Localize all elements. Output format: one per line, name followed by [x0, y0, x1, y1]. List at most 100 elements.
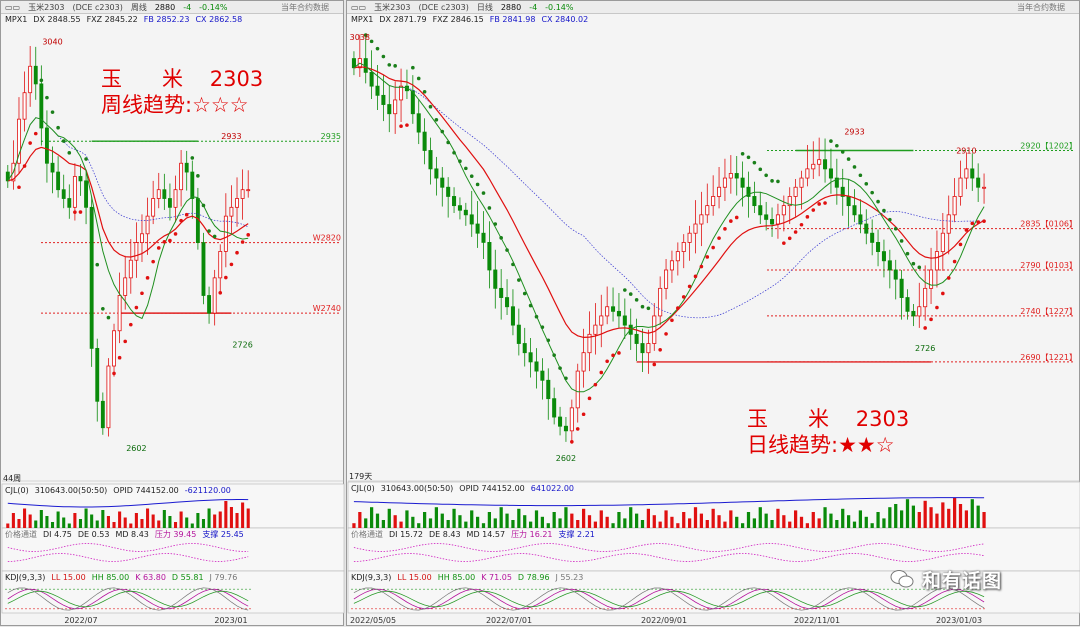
candle-body-32 — [540, 370, 545, 381]
sar-dot-11 — [67, 151, 72, 155]
candle-body-53 — [664, 269, 669, 289]
sar-dot-42 — [599, 370, 604, 375]
candle-body-64 — [728, 173, 733, 179]
x-tick-4: 2023/01/03 — [936, 616, 982, 625]
weekly-chart-window[interactable]: ▭▭ 玉米2303 (DCE c2303) 周线 2880 -4 -0.14% 当年合约数据… — [0, 0, 345, 627]
channel-label: 价格通道 — [351, 530, 383, 539]
sar-dot-82 — [835, 143, 839, 148]
volume-bar-28 — [162, 510, 166, 528]
volume-bar-107 — [982, 512, 986, 528]
volume-bar-71 — [770, 520, 774, 528]
daily-candlestick-chart[interactable]: 2920【1202】 2835【0106】 2790【0103】 2740【1227】… — [347, 1, 1080, 627]
sar-dot-95 — [911, 261, 916, 266]
candle-body-89 — [876, 242, 881, 252]
weekly-candlestick-chart[interactable]: 2935 W2820 W2740 3040 2602 2933 2726 2022/07 202… — [1, 1, 345, 627]
window-titlebar[interactable]: ▭▭ 玉米2303 (DCE c2303) 周线 2880 -4 -0.14% 当年合约数据 — [1, 1, 343, 14]
candle-body-26 — [505, 297, 510, 308]
sar-dot-58 — [693, 274, 698, 279]
sar-dot-9 — [56, 125, 60, 130]
volume-bar-42 — [599, 510, 603, 528]
sar-dot-4 — [28, 141, 32, 145]
wechat-icon — [890, 570, 914, 588]
sar-dot-32 — [184, 212, 189, 217]
price-label-1: 2602 — [126, 444, 146, 453]
period-label: 周线 — [130, 3, 147, 12]
sar-dot-35 — [201, 203, 206, 208]
support-value: 支撑 2.21 — [558, 530, 595, 539]
price-change-pct: -0.14% — [545, 3, 574, 12]
candle-body-103 — [958, 177, 963, 197]
window-titlebar[interactable]: ▭▭ 玉米2303 (DCE c2303) 日线 2880 -4 -0.14% 当年合约数据 — [347, 1, 1079, 14]
volume-bar-7 — [393, 515, 397, 528]
sar-dot-41 — [235, 250, 239, 255]
volume-bar-1 — [11, 513, 15, 528]
sar-dot-80 — [823, 201, 827, 205]
sar-dot-2 — [363, 33, 368, 37]
sar-dot-55 — [676, 306, 680, 310]
volume-bar-53 — [664, 510, 668, 528]
kdj-j-line — [353, 587, 985, 611]
opid-value: OPID 744152.00 — [113, 486, 179, 495]
volume-bar-85 — [852, 521, 857, 528]
candle-body-9 — [56, 171, 61, 191]
sar-dot-74 — [787, 236, 792, 241]
sar-dot-87 — [864, 182, 869, 186]
candle-body-107 — [982, 186, 987, 189]
kdj-header: KDJ(9,3,3) LL 15.00 HH 85.00 K 63.80 D 55.81… — [1, 572, 343, 583]
sar-dot-3 — [369, 39, 374, 44]
candle-body-10 — [61, 189, 66, 199]
candle-body-105 — [970, 168, 975, 179]
cx-value: CX 2840.02 — [541, 15, 589, 24]
volume-bar-69 — [758, 507, 762, 528]
candle-body-51 — [652, 315, 657, 344]
sar-dot-12 — [422, 89, 427, 94]
indicator-header: MPX1 DX 2871.79 FXZ 2846.15 FB 2841.98 CX 28… — [347, 14, 1079, 26]
sar-dot-48 — [634, 298, 639, 302]
sar-dot-24 — [493, 222, 498, 226]
sar-dot-5 — [33, 131, 38, 136]
pressure-value: 压力 39.45 — [154, 530, 197, 539]
volume-bar-79 — [817, 518, 821, 528]
volume-bar-32 — [540, 516, 545, 528]
volume-bar-31 — [534, 510, 539, 528]
md-value: MD 8.43 — [115, 530, 149, 539]
channel-header: 价格通道 DI 4.75 DE 0.53 MD 8.43 压力 39.45 支撑 25.4… — [1, 529, 343, 540]
candle-body-102 — [952, 196, 957, 216]
candle-body-31 — [179, 162, 184, 191]
indicator-name: MPX1 — [5, 15, 28, 24]
candle-body-8 — [50, 162, 55, 173]
volume-bar-68 — [752, 518, 757, 528]
candle-body-56 — [681, 242, 686, 252]
candle-body-24 — [493, 269, 498, 289]
volume-bar-22 — [481, 523, 486, 528]
volume-bar-47 — [629, 507, 633, 528]
volume-bar-48 — [634, 513, 639, 528]
volume-bar-4 — [375, 513, 380, 528]
cjl-label: CJL(0) — [5, 486, 29, 495]
fxz-value: FXZ 2846.15 — [432, 15, 484, 24]
sar-dot-76 — [799, 222, 804, 227]
volume-bar-34 — [196, 513, 200, 528]
candle-body-5 — [381, 94, 386, 105]
cjl-label: CJL(0) — [351, 484, 375, 493]
candle-body-28 — [516, 324, 521, 344]
fb-value: FB 2852.23 — [143, 15, 190, 24]
candle-body-86 — [858, 214, 863, 225]
sar-dot-43 — [246, 233, 251, 237]
volume-bar-61 — [711, 508, 715, 528]
md-value: MD 14.57 — [466, 530, 506, 539]
volume-bar-38 — [576, 520, 580, 528]
candle-body-20 — [117, 295, 122, 332]
volume-bar-12 — [422, 512, 427, 528]
kdj-label: KDJ(9,3,3) — [5, 573, 46, 582]
volume-bar-80 — [823, 507, 827, 528]
sar-dot-86 — [858, 173, 863, 178]
daily-chart-window[interactable]: ▭▭ 玉米2303 (DCE c2303) 日线 2880 -4 -0.14% 当年合约数据… — [346, 0, 1080, 626]
sar-dot-4 — [375, 46, 380, 51]
sar-dot-20 — [117, 355, 122, 360]
cjl-values: 310643.00(50:50) — [34, 486, 108, 495]
candle-body-3 — [22, 92, 27, 120]
candle-body-4 — [28, 65, 33, 94]
candle-body-18 — [457, 205, 462, 211]
indicator-header: MPX1 DX 2848.55 FXZ 2845.22 FB 2852.23 CX 28… — [1, 14, 343, 26]
